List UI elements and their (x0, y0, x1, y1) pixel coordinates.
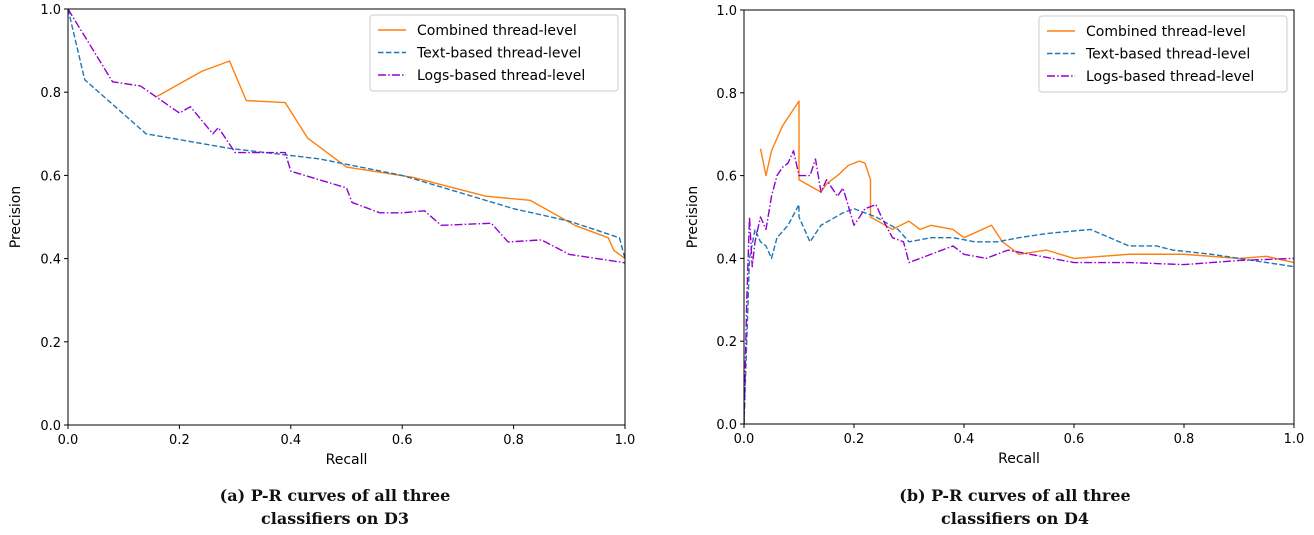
y-tick-label: 0.0 (40, 419, 61, 434)
x-tick-label: 0.0 (734, 432, 755, 447)
x-tick-label: 0.4 (954, 432, 975, 447)
x-axis-label: Recall (998, 451, 1040, 467)
series-line-3 (744, 150, 1294, 424)
caption-b: (b) P-R curves of all three classifiers … (850, 484, 1180, 530)
x-tick-label: 1.0 (615, 433, 636, 448)
plot-area (68, 9, 625, 264)
y-tick-label: 1.0 (40, 3, 61, 18)
y-tick-label: 0.8 (716, 87, 737, 102)
plot-area (744, 100, 1294, 424)
legend: Combined thread-level Text-based thread-l… (1038, 15, 1288, 93)
x-tick-label: 0.0 (58, 433, 79, 448)
x-tick-label: 0.8 (503, 433, 524, 448)
series-line-3 (68, 9, 625, 264)
y-tick-label: 0.4 (716, 252, 737, 267)
caption-a: (a) P-R curves of all three classifiers … (170, 484, 500, 530)
series-line-1 (759, 100, 1294, 264)
axes-frame (67, 8, 626, 426)
y-tick-label: 0.6 (40, 169, 61, 184)
legend-label-2: Text-based thread-level (416, 46, 581, 62)
y-tick-label: 0.4 (40, 253, 61, 268)
legend-label-3: Logs-based thread-level (1086, 69, 1254, 85)
legend-box (369, 14, 619, 92)
series-line-2 (68, 9, 625, 259)
y-tick-label: 0.0 (716, 418, 737, 433)
legend-label-1: Combined thread-level (1086, 24, 1246, 40)
chart-a: 0.0 0.2 0.4 0.6 0.8 1.0 0.0 0.2 0.4 0.6 0.8 1.0 Reca… (8, 3, 636, 468)
x-tick-label: 1.0 (1284, 432, 1305, 447)
caption-a-line-2: classifiers on D3 (261, 509, 409, 528)
x-tick-label: 0.6 (1064, 432, 1085, 447)
series-line-2 (744, 203, 1294, 424)
chart-b: 0.0 0.2 0.4 0.6 0.8 1.0 0.0 0.2 0.4 0.6 0.8 1.0 Reca… (685, 4, 1305, 467)
legend-label-1: Combined thread-level (417, 23, 577, 39)
caption-b-line-2: classifiers on D4 (941, 509, 1089, 528)
x-axis-label: Recall (326, 452, 368, 468)
x-tick-label: 0.2 (844, 432, 865, 447)
legend-label-3: Logs-based thread-level (417, 68, 585, 84)
y-tick-label: 0.2 (40, 336, 61, 351)
y-axis-label: Precision (685, 186, 701, 248)
axes-frame (743, 9, 1295, 425)
x-tick-label: 0.2 (169, 433, 190, 448)
legend: Combined thread-level Text-based thread-l… (369, 14, 619, 92)
legend-label-2: Text-based thread-level (1085, 47, 1250, 63)
y-tick-label: 0.8 (40, 86, 61, 101)
y-tick-label: 1.0 (716, 4, 737, 19)
legend-box (1038, 15, 1288, 93)
x-tick-label: 0.8 (1174, 432, 1195, 447)
y-tick-label: 0.2 (716, 335, 737, 350)
x-tick-label: 0.6 (392, 433, 413, 448)
caption-b-line-1: (b) P-R curves of all three (899, 486, 1131, 505)
x-tick-label: 0.4 (280, 433, 301, 448)
series-line-1 (156, 60, 625, 260)
y-axis-label: Precision (8, 186, 24, 248)
caption-a-line-1: (a) P-R curves of all three (219, 486, 451, 505)
y-tick-label: 0.6 (716, 170, 737, 185)
